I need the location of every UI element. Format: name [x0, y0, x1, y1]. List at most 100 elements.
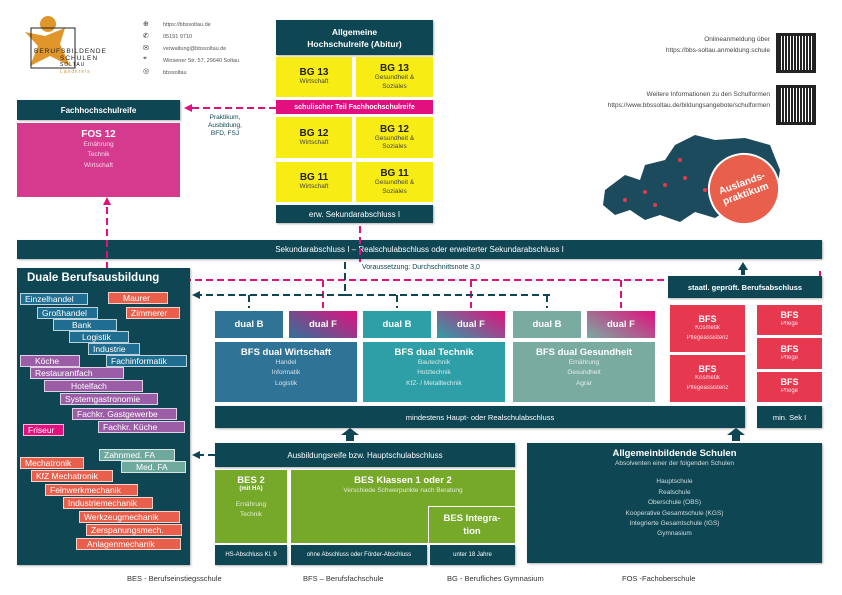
- trade-systemgastronomie[interactable]: Systemgastronomie: [60, 393, 158, 405]
- legend-bes: BES - Berufseinstiegsschule: [127, 574, 222, 583]
- bfs-dual-gesundheit[interactable]: BFS dual Gesundheit Ernährung Gesundheit A…: [513, 342, 655, 402]
- bfs-kosmetik-2[interactable]: BFS Kosmetik Pflegeassistenz: [670, 355, 745, 402]
- logo-text: BERUFSBILDENDE: [34, 48, 107, 55]
- bg11-wirtschaft[interactable]: BG 11 Wirtschaft: [276, 162, 352, 202]
- school-type: Integrierte Gesamtschule (IGS): [629, 519, 720, 527]
- fos-item: Technik: [87, 151, 110, 159]
- fachhochschulreife-header: Fachhochschulreife: [17, 100, 180, 120]
- bfs-kosmetik-1[interactable]: BFS Kosmetik Pflegeassistenz: [670, 305, 745, 352]
- bfs-title: BFS: [780, 377, 799, 388]
- bg13-gesundheit[interactable]: BG 13 Gesundheit & Soziales: [356, 57, 433, 97]
- bg12-gesundheit[interactable]: BG 12 Gesundheit & Soziales: [356, 117, 433, 158]
- trade-industrie[interactable]: Industrie: [88, 343, 140, 355]
- trade-anlagenmechanik[interactable]: Anlagenmechanik: [76, 538, 181, 550]
- bfs-title: BFS: [698, 363, 717, 374]
- info-link[interactable]: https://www.bbssoltau.de/bildungsangebot…: [607, 102, 770, 109]
- dual-b-technik[interactable]: dual B: [363, 311, 431, 338]
- group-title: BFS dual Wirtschaft: [240, 347, 332, 358]
- bes-title: tion: [463, 526, 481, 537]
- instagram-handle: bbssoltau: [163, 70, 187, 76]
- group-item: Ernährung: [568, 359, 600, 366]
- trade-kfz-mechatronik[interactable]: KfZ Mechatronik: [31, 470, 113, 482]
- trade-zahnmed-fa[interactable]: Zahnmed. FA: [99, 449, 175, 461]
- abitur-title: Allgemeine: [331, 26, 378, 37]
- bfs-title: BFS: [698, 313, 717, 324]
- trade-hotelfach[interactable]: Hotelfach: [44, 380, 143, 392]
- bes2-box[interactable]: BES 2 (mit HA) Ernährung Technik: [215, 470, 287, 543]
- school-logo: BERUFSBILDENDE SCHULEN SOLTAU Landkreis: [20, 14, 130, 75]
- bfs-pflege-1[interactable]: BFS Pflege: [757, 305, 822, 335]
- website-link[interactable]: https://bbssoltau.de: [163, 22, 211, 28]
- trade-restaurantfach[interactable]: Restaurantfach: [30, 367, 124, 379]
- fos-item: Ernährung: [83, 141, 114, 148]
- duale-title: Duale Berufsausbildung: [27, 272, 160, 284]
- bes-integration-box[interactable]: BES Integra-tion: [428, 506, 515, 543]
- bfs-dual-technik[interactable]: BFS dual Technik Bautechnik Holztechnik Kf…: [363, 342, 505, 402]
- instagram-icon: ◎: [143, 68, 150, 75]
- online-label: Onlineanmeldung über: [704, 36, 770, 43]
- bg13-wirtschaft[interactable]: BG 13 Wirtschaft: [276, 57, 352, 97]
- dual-b-gesundheit[interactable]: dual B: [513, 311, 581, 338]
- logo-text: SOLTAU: [60, 62, 86, 68]
- bfs-dual-wirtschaft[interactable]: BFS dual Wirtschaft Handel Informatik Logi…: [215, 342, 357, 402]
- fos12-box[interactable]: FOS 12 Ernährung Technik Wirtschaft: [17, 123, 180, 197]
- abitur-header: Allgemeine Hochschulreife (Abitur): [276, 20, 433, 55]
- dual-b-wirtschaft[interactable]: dual B: [215, 311, 283, 338]
- location-icon: ⌖: [143, 55, 147, 62]
- bes-sub: Verschiede Schwerpunkte nach Beratung: [343, 487, 463, 494]
- bes-item: Ernährung: [235, 501, 267, 508]
- note-line: Ausbildung,: [208, 122, 242, 129]
- dual-f-gesundheit[interactable]: dual F: [587, 311, 655, 338]
- box-sub: Wirtschaft: [299, 183, 329, 191]
- trade-fachkr-gastgewerbe[interactable]: Fachkr. Gastgewerbe: [72, 408, 177, 420]
- school-type: Hauptschule: [656, 478, 693, 486]
- box-sub: Gesundheit & Soziales: [374, 134, 415, 150]
- mindestens-bar: mindestens Haupt- oder Realschulabschlus…: [215, 406, 745, 428]
- trade-logistik[interactable]: Logistik: [69, 331, 129, 343]
- group-item: Logistik: [274, 379, 298, 387]
- box-title: BG 11: [299, 172, 329, 184]
- bes-item: Technik: [239, 511, 263, 519]
- email-link[interactable]: verwaltung@bbssoltau.de: [163, 46, 227, 52]
- dual-f-technik[interactable]: dual F: [437, 311, 505, 338]
- trade-maurer[interactable]: Maurer: [108, 292, 168, 304]
- box-title: BG 11: [380, 168, 409, 180]
- qr-code-info[interactable]: [776, 85, 816, 125]
- online-registration: Onlineanmeldung über https://bbs-soltau.…: [666, 34, 770, 56]
- trade-bank[interactable]: Bank: [53, 319, 117, 331]
- ausbildungsreife-bar: Ausbildungsreife bzw. Hauptschulabschlus…: [215, 443, 515, 467]
- bg11-gesundheit[interactable]: BG 11 Gesundheit & Soziales: [356, 162, 433, 202]
- trade-zerspanungsmech[interactable]: Zerspanungsmech.: [86, 524, 182, 536]
- trade-fachinformatik[interactable]: Fachinformatik: [106, 355, 187, 367]
- trade-mechatronik[interactable]: Mechatronik: [20, 457, 84, 469]
- bg12-wirtschaft[interactable]: BG 12 Wirtschaft: [276, 117, 352, 158]
- bfs-item: Kosmetik: [695, 324, 720, 331]
- bfs-pflege-3[interactable]: BFS Pflege: [757, 372, 822, 402]
- qr-code-registration[interactable]: [776, 33, 816, 73]
- trade-fachkr-kueche[interactable]: Fachkr. Küche: [98, 421, 185, 433]
- bfs-pflege-2[interactable]: BFS Pflege: [757, 338, 822, 369]
- trade-einzelhandel[interactable]: Einzelhandel: [20, 293, 88, 305]
- bfs-item: Pflege: [780, 321, 798, 328]
- phone-number: 05191 9710: [163, 34, 193, 40]
- phone-icon: ✆: [143, 33, 149, 40]
- logo-text: Landkreis: [60, 69, 91, 75]
- fos-title: FOS 12: [81, 129, 116, 140]
- box-sub: Wirtschaft: [299, 78, 329, 86]
- trade-friseur[interactable]: Friseur: [23, 424, 64, 436]
- address: Winsener Str. 57, 29640 Soltau: [163, 58, 240, 64]
- online-link[interactable]: https://bbs-soltau.anmeldung.schule: [665, 47, 770, 54]
- trade-grosshandel[interactable]: Großhandel: [37, 307, 98, 319]
- school-type: Gymnasium: [657, 530, 692, 538]
- trade-koeche[interactable]: Köche: [20, 355, 80, 367]
- sekundarabschluss-bar: Sekundarabschluss I – Realschulabschluss…: [17, 240, 822, 259]
- trade-med-fa[interactable]: Med. FA: [121, 461, 186, 473]
- trade-werkzeugmechanik[interactable]: Werkzeugmechanik: [79, 511, 180, 523]
- bfs-title: BFS: [780, 310, 799, 321]
- fhr-bar: schulischer Teil Fachhochschulreife: [276, 100, 433, 114]
- trade-industriemechanik[interactable]: Industriemechanik: [63, 497, 153, 509]
- trade-zimmerer[interactable]: Zimmerer: [126, 307, 180, 319]
- trade-feinwerkmechanik[interactable]: Feinwerkmechanik: [45, 484, 138, 496]
- dual-f-wirtschaft[interactable]: dual F: [289, 311, 357, 338]
